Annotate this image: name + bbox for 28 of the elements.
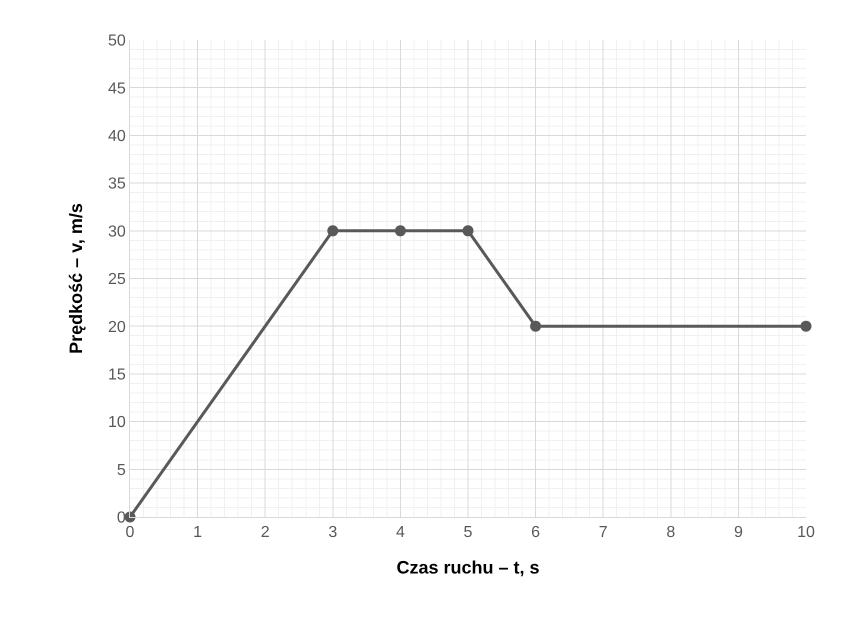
- x-tick-label: 4: [396, 524, 405, 542]
- x-tick-label: 3: [328, 524, 338, 542]
- point: [800, 320, 812, 332]
- y-tick-label: 30: [108, 223, 126, 240]
- x-tick-label: 6: [531, 524, 540, 542]
- point: [327, 225, 338, 236]
- y-tick-label: 15: [108, 366, 126, 384]
- x-tick-label: 5: [464, 524, 473, 542]
- y-tick-label: 40: [108, 128, 126, 145]
- point: [462, 225, 474, 236]
- x-tick-label: 2: [260, 524, 270, 542]
- y-tick-label: 10: [108, 414, 126, 432]
- y-tick-label: 45: [108, 80, 126, 98]
- x-tick-label: 8: [666, 524, 676, 542]
- y-tick-label: 35: [108, 176, 126, 193]
- point: [530, 320, 542, 332]
- y-tick-label: 5: [116, 462, 126, 479]
- y-axis-title: Prędkość – v, m/s: [66, 203, 86, 354]
- x-tick-label: 9: [734, 524, 743, 542]
- y-tick-label: 50: [108, 32, 126, 50]
- y-tick-label: 20: [108, 318, 126, 336]
- x-axis-title: Czas ruchu – t, s: [396, 557, 540, 578]
- x-tick-label: 10: [797, 524, 815, 542]
- y-tick-label: 25: [108, 271, 126, 288]
- y-tick-label: 0: [116, 510, 126, 527]
- x-tick-label: 7: [598, 524, 608, 542]
- x-tick-label: 1: [193, 524, 202, 542]
- point: [394, 225, 406, 236]
